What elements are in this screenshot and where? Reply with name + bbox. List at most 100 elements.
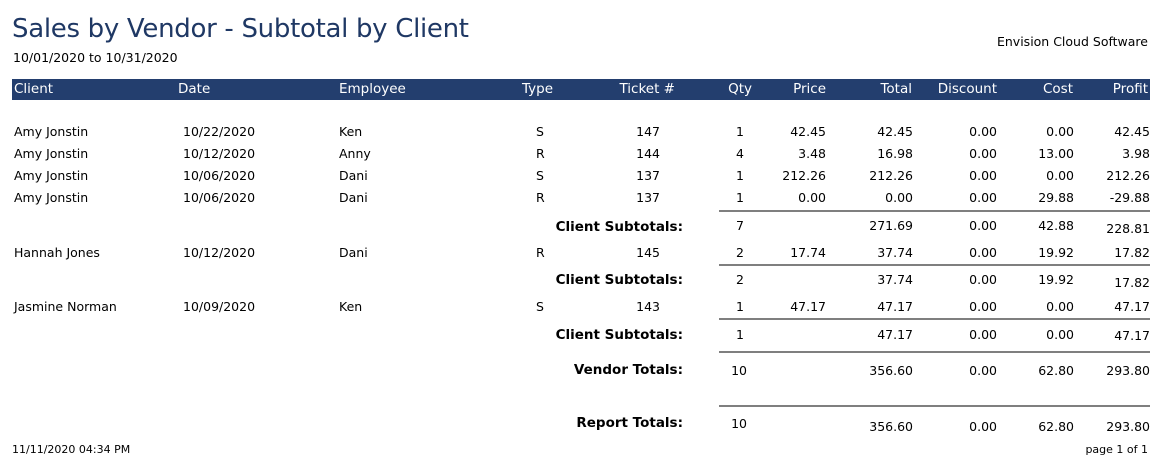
subtotal-qty: 2 bbox=[736, 272, 744, 287]
cell-employee: Dani bbox=[339, 190, 368, 205]
subtotal-qty: 1 bbox=[736, 327, 744, 342]
col-total: Total bbox=[880, 81, 912, 97]
cell-client: Amy Jonstin bbox=[14, 124, 89, 139]
vendor-totals-row: Vendor Totals: 10 356.60 0.00 62.80 293.… bbox=[0, 362, 1160, 383]
table-row: Hannah Jones 10/12/2020 Dani R 145 2 17.… bbox=[0, 245, 1160, 263]
cell-discount: 0.00 bbox=[969, 245, 997, 260]
cell-total: 212.26 bbox=[869, 168, 913, 183]
subtotal-total: 271.69 bbox=[869, 218, 913, 233]
cell-profit: 3.98 bbox=[1122, 146, 1150, 161]
subtotal-cost: 19.92 bbox=[1038, 272, 1074, 287]
cell-qty: 1 bbox=[736, 168, 744, 183]
cell-price: 42.45 bbox=[790, 124, 826, 139]
cell-client: Amy Jonstin bbox=[14, 168, 89, 183]
table-row: Amy Jonstin 10/06/2020 Dani R 137 1 0.00… bbox=[0, 190, 1160, 208]
subtotal-row: Client Subtotals: 1 47.17 0.00 0.00 47.1… bbox=[0, 327, 1160, 347]
subtotal-label: Client Subtotals: bbox=[555, 272, 683, 288]
cell-client: Amy Jonstin bbox=[14, 190, 89, 205]
cell-discount: 0.00 bbox=[969, 168, 997, 183]
vendor-totals-total: 356.60 bbox=[869, 363, 913, 378]
vendor-totals-rule bbox=[719, 351, 1150, 353]
report-totals-rule bbox=[719, 405, 1150, 407]
print-timestamp: 11/11/2020 04:34 PM bbox=[12, 443, 131, 456]
report-totals-cost: 62.80 bbox=[1038, 419, 1074, 434]
subtotal-label: Client Subtotals: bbox=[555, 219, 683, 235]
cell-qty: 1 bbox=[736, 190, 744, 205]
subtotal-profit: 47.17 bbox=[1114, 328, 1150, 343]
cell-qty: 2 bbox=[736, 245, 744, 260]
table-row: Amy Jonstin 10/12/2020 Anny R 144 4 3.48… bbox=[0, 146, 1160, 164]
cell-date: 10/22/2020 bbox=[183, 124, 256, 139]
cell-cost: 29.88 bbox=[1038, 190, 1074, 205]
cell-client: Jasmine Norman bbox=[14, 299, 117, 314]
report-totals-discount: 0.00 bbox=[969, 419, 997, 434]
cell-client: Amy Jonstin bbox=[14, 146, 89, 161]
report-totals-total: 356.60 bbox=[869, 419, 913, 434]
vendor-totals-profit: 293.80 bbox=[1106, 363, 1150, 378]
cell-total: 37.74 bbox=[877, 245, 913, 260]
cell-price: 3.48 bbox=[798, 146, 826, 161]
cell-date: 10/06/2020 bbox=[183, 190, 256, 205]
subtotal-discount: 0.00 bbox=[969, 272, 997, 287]
subtotal-cost: 42.88 bbox=[1038, 218, 1074, 233]
report-totals-profit: 293.80 bbox=[1106, 419, 1150, 434]
table-row: Jasmine Norman 10/09/2020 Ken S 143 1 47… bbox=[0, 299, 1160, 317]
cell-discount: 0.00 bbox=[969, 299, 997, 314]
table-header: Client Date Employee Type Ticket # Qty P… bbox=[12, 79, 1150, 100]
subtotal-rule bbox=[719, 210, 1150, 212]
col-discount: Discount bbox=[937, 81, 997, 97]
cell-cost: 0.00 bbox=[1046, 299, 1074, 314]
cell-price: 17.74 bbox=[790, 245, 826, 260]
report-title: Sales by Vendor - Subtotal by Client bbox=[12, 14, 469, 44]
subtotal-rule bbox=[719, 318, 1150, 320]
cell-ticket: 137 bbox=[636, 190, 660, 205]
vendor-totals-discount: 0.00 bbox=[969, 363, 997, 378]
cell-date: 10/12/2020 bbox=[183, 146, 256, 161]
subtotal-cost: 0.00 bbox=[1046, 327, 1074, 342]
table-row: Amy Jonstin 10/22/2020 Ken S 147 1 42.45… bbox=[0, 124, 1160, 142]
cell-employee: Dani bbox=[339, 245, 368, 260]
cell-ticket: 137 bbox=[636, 168, 660, 183]
cell-qty: 4 bbox=[736, 146, 744, 161]
cell-price: 47.17 bbox=[790, 299, 826, 314]
cell-cost: 0.00 bbox=[1046, 124, 1074, 139]
cell-type: R bbox=[536, 245, 545, 260]
subtotal-total: 47.17 bbox=[877, 327, 913, 342]
cell-type: R bbox=[536, 146, 545, 161]
page-number: page 1 of 1 bbox=[1085, 443, 1148, 456]
cell-date: 10/12/2020 bbox=[183, 245, 256, 260]
cell-qty: 1 bbox=[736, 299, 744, 314]
cell-price: 212.26 bbox=[782, 168, 826, 183]
subtotal-total: 37.74 bbox=[877, 272, 913, 287]
col-cost: Cost bbox=[1042, 81, 1073, 97]
cell-type: S bbox=[536, 168, 544, 183]
cell-ticket: 145 bbox=[636, 245, 660, 260]
cell-client: Hannah Jones bbox=[14, 245, 100, 260]
table-row: Amy Jonstin 10/06/2020 Dani S 137 1 212.… bbox=[0, 168, 1160, 186]
col-profit: Profit bbox=[1112, 81, 1148, 97]
subtotal-profit: 17.82 bbox=[1114, 275, 1150, 290]
report-totals-qty: 10 bbox=[731, 416, 747, 431]
cell-employee: Dani bbox=[339, 168, 368, 183]
subtotal-qty: 7 bbox=[736, 218, 744, 233]
date-range: 10/01/2020 to 10/31/2020 bbox=[13, 50, 178, 65]
cell-discount: 0.00 bbox=[969, 146, 997, 161]
subtotal-discount: 0.00 bbox=[969, 218, 997, 233]
cell-cost: 19.92 bbox=[1038, 245, 1074, 260]
company-name: Envision Cloud Software bbox=[996, 34, 1148, 49]
cell-profit: 47.17 bbox=[1114, 299, 1150, 314]
cell-total: 47.17 bbox=[877, 299, 913, 314]
col-employee: Employee bbox=[339, 81, 406, 97]
report-totals-row: Report Totals: 10 356.60 0.00 62.80 293.… bbox=[0, 415, 1160, 436]
col-date: Date bbox=[178, 81, 211, 97]
cell-date: 10/06/2020 bbox=[183, 168, 256, 183]
cell-cost: 13.00 bbox=[1038, 146, 1074, 161]
cell-profit: 42.45 bbox=[1114, 124, 1150, 139]
cell-employee: Ken bbox=[339, 124, 363, 139]
cell-ticket: 144 bbox=[636, 146, 660, 161]
cell-profit: 212.26 bbox=[1106, 168, 1150, 183]
subtotal-discount: 0.00 bbox=[969, 327, 997, 342]
subtotal-profit: 228.81 bbox=[1106, 221, 1150, 236]
cell-total: 0.00 bbox=[885, 190, 913, 205]
col-client: Client bbox=[14, 81, 54, 97]
